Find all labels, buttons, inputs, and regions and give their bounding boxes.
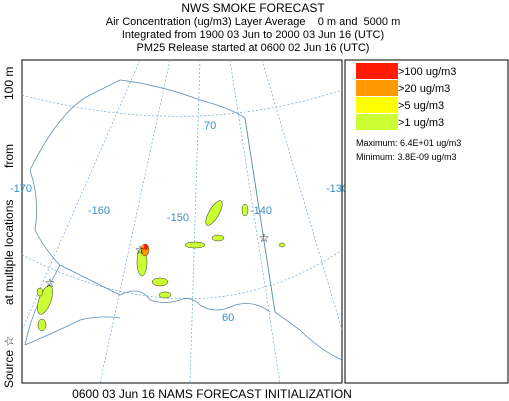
source-star: ☆ — [45, 276, 56, 290]
legend-swatch — [356, 97, 398, 113]
graticule — [22, 89, 342, 117]
subtitle: Air Concentration (ug/m3) Layer Average … — [106, 16, 401, 28]
map: ☆ ☆ ☆ — [22, 60, 342, 383]
coastline — [24, 316, 121, 346]
side-text: at multiple locations — [2, 200, 16, 305]
legend-label: >20 ug/m3 — [398, 83, 450, 95]
subtitle: PM25 Release started at 0600 02 Jun 16 (… — [137, 42, 370, 54]
sources: ☆ ☆ ☆ — [45, 231, 270, 290]
smoke — [36, 200, 286, 332]
source-star: ☆ — [135, 243, 146, 257]
legend-label: >1 ug/m3 — [398, 117, 444, 129]
graticule — [229, 60, 281, 383]
graticule — [261, 60, 342, 331]
graticule — [22, 60, 141, 331]
lat-label: 70 — [204, 120, 216, 132]
graticule — [189, 60, 201, 383]
title: NWS SMOKE FORECAST — [181, 1, 325, 15]
legend: >100 ug/m3 >20 ug/m3 >5 ug/m3 >1 ug/m3 — [356, 63, 456, 130]
side-label: Source ☆ at multiple locations from 100 … — [2, 67, 16, 388]
side-text: Source ☆ — [2, 336, 16, 388]
source-star: ☆ — [259, 231, 270, 245]
map-frame — [21, 59, 343, 384]
lon-label: -150 — [167, 212, 189, 224]
lon-label: -160 — [88, 205, 110, 217]
lon-label: -140 — [250, 205, 272, 217]
subtitle: Integrated from 1900 03 Jun to 2000 03 J… — [122, 29, 384, 41]
border — [244, 117, 276, 313]
legend-frame — [344, 59, 509, 384]
lon-label: -170 — [10, 183, 32, 195]
footer: 0600 03 Jun 16 NAMS FORECAST INITIALIZAT… — [72, 387, 352, 401]
legend-swatch — [356, 114, 398, 130]
legend-swatch — [356, 63, 398, 79]
lon-label: -130 — [326, 183, 348, 195]
coastline — [24, 79, 342, 361]
side-text: 100 m — [2, 67, 16, 100]
legend-label: >5 ug/m3 — [398, 100, 444, 112]
lat-label: 60 — [222, 312, 234, 324]
smoke — [144, 244, 148, 250]
legend-swatch — [356, 80, 398, 96]
legend-note: Maximum: 6.4E+01 ug/m3 — [356, 138, 461, 148]
legend-note: Minimum: 3.8E-09 ug/m3 — [356, 152, 457, 162]
legend-label: >100 ug/m3 — [398, 66, 456, 78]
graticule — [99, 60, 171, 383]
side-text: from — [2, 144, 16, 168]
